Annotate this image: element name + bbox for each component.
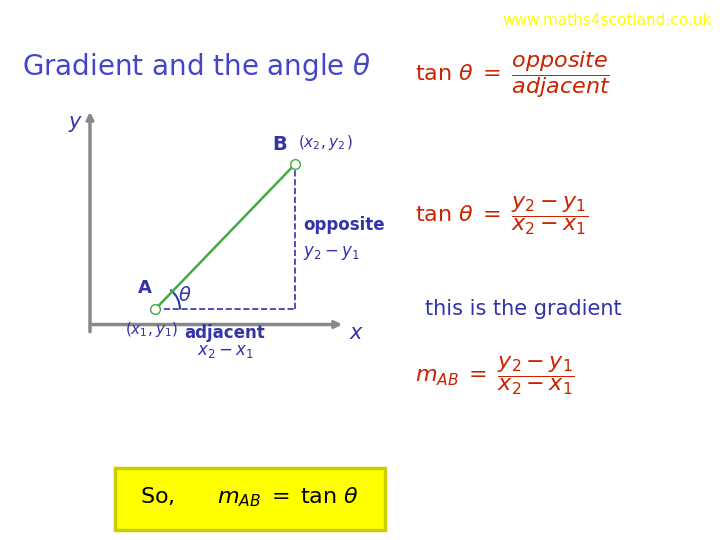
Text: opposite: opposite xyxy=(303,216,384,234)
Text: $\it{maths}$4$\it{Scotland}$: $\it{maths}$4$\it{Scotland}$ xyxy=(9,10,180,30)
Text: So,      $m_{AB}\;=\;\tan\,\theta$: So, $m_{AB}\;=\;\tan\,\theta$ xyxy=(140,485,359,509)
FancyBboxPatch shape xyxy=(115,468,385,530)
Text: Gradient and the angle $\theta$: Gradient and the angle $\theta$ xyxy=(22,51,372,83)
Text: $\tan\,\theta\;=\;\dfrac{opposite}{adjacent}$: $\tan\,\theta\;=\;\dfrac{opposite}{adjac… xyxy=(415,49,611,100)
Text: B: B xyxy=(272,135,287,154)
Text: www.maths4scotland.co.uk: www.maths4scotland.co.uk xyxy=(502,13,711,28)
Text: adjacent: adjacent xyxy=(184,323,266,341)
Text: $\tan\,\theta\;=\;\dfrac{y_2-y_1}{x_2-x_1}$: $\tan\,\theta\;=\;\dfrac{y_2-y_1}{x_2-x_… xyxy=(415,194,588,237)
Text: $\theta$: $\theta$ xyxy=(179,286,192,305)
Text: $m_{AB}\;=\;\dfrac{y_2-y_1}{x_2-x_1}$: $m_{AB}\;=\;\dfrac{y_2-y_1}{x_2-x_1}$ xyxy=(415,355,575,397)
Text: this is the gradient: this is the gradient xyxy=(425,300,621,320)
Text: $x$: $x$ xyxy=(349,322,364,342)
Text: $x_2 - x_1$: $x_2 - x_1$ xyxy=(197,342,253,360)
Text: $(x_2, y_2\,)$: $(x_2, y_2\,)$ xyxy=(298,133,354,152)
Text: A: A xyxy=(138,280,152,298)
Text: $y$: $y$ xyxy=(68,114,84,134)
Text: $y_2 - y_1$: $y_2 - y_1$ xyxy=(303,244,360,262)
Text: $(x_1, y_1)$: $(x_1, y_1)$ xyxy=(125,320,178,339)
